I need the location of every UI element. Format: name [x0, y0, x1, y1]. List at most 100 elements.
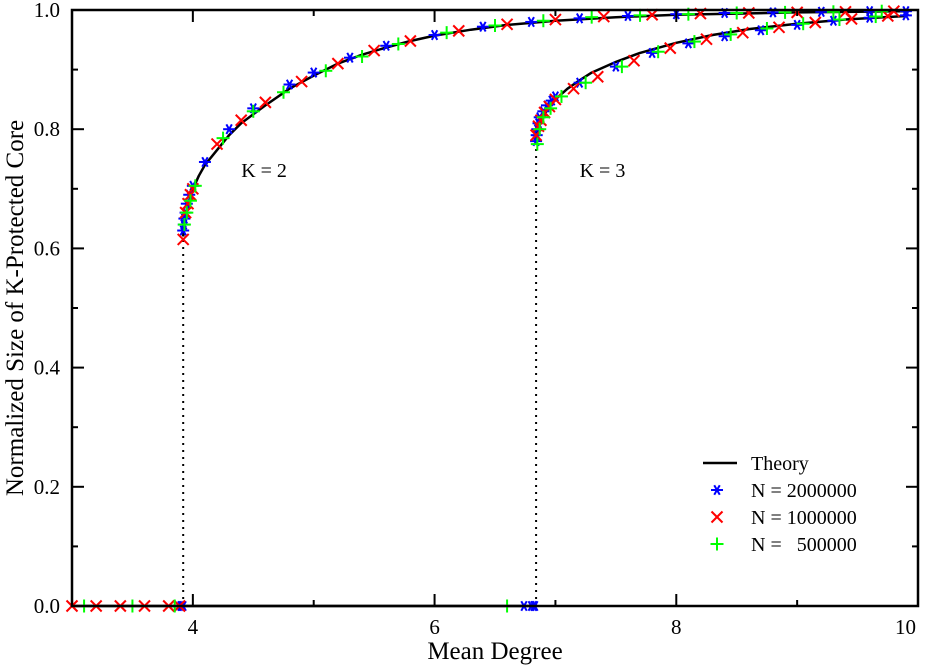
y-tick-label: 1.0: [34, 0, 60, 22]
y-axis-label: Normalized Size of K-Protected Core: [2, 120, 29, 496]
legend-label: N = 2000000: [751, 480, 857, 502]
series-3-point: [530, 137, 544, 151]
series-3-point: [687, 35, 701, 49]
series-3-point: [585, 10, 599, 24]
series-3-point: [536, 14, 550, 28]
series-1-point: [863, 12, 876, 24]
series-1-point: [718, 30, 731, 42]
legend-label: Theory: [751, 453, 809, 475]
series-1-point: [525, 16, 538, 28]
y-tick-label: 0.2: [34, 475, 60, 499]
legend-label: N = 1000000: [751, 507, 857, 529]
series-3-point: [536, 110, 550, 124]
series-2-point: [809, 16, 822, 29]
series-1-point: [899, 10, 912, 21]
legend-swatch: [710, 537, 724, 551]
series-3-point: [440, 26, 454, 40]
legend-entry-3: N = 1000000: [710, 507, 857, 529]
x-tick-label: 6: [429, 615, 440, 639]
x-tick-label: 8: [671, 615, 682, 639]
series-3-point: [277, 85, 290, 99]
series-3-point: [180, 206, 194, 220]
series-1-point: [223, 123, 236, 135]
series-2-point: [597, 10, 610, 23]
x-tick-label: 4: [188, 615, 199, 639]
series-1-point: [428, 29, 441, 41]
series-2-point: [259, 96, 272, 109]
y-tick-label: 0.4: [34, 356, 61, 380]
series-2-point: [295, 75, 308, 88]
series-3-point: [832, 13, 846, 27]
series-3-point: [724, 27, 738, 41]
series-3-point: [533, 122, 547, 136]
series-3-point: [544, 101, 558, 115]
series-3-point: [554, 89, 568, 103]
legend-entry-2: N = 2000000: [711, 480, 857, 502]
series-2-point: [500, 18, 514, 31]
legend-entry-4: N = 500000: [710, 534, 857, 556]
series-3-point: [826, 5, 840, 19]
series-3-point: [319, 64, 333, 78]
series-1-point: [343, 52, 356, 63]
legend-entry-1: Theory: [703, 453, 809, 475]
series-3-point: [796, 17, 810, 31]
series-3-point: [488, 18, 502, 32]
series-1-point: [646, 47, 659, 59]
series-3-point: [177, 218, 191, 232]
series-1-point: [827, 15, 840, 27]
legend-swatch: [710, 510, 724, 524]
series-3-point: [246, 104, 260, 118]
axis-ticks: 4 6 8 10 0.0 0.2 0.4 0.6 0.8 1.0: [34, 0, 919, 639]
series-2-point: [845, 12, 858, 26]
series-3-point: [355, 49, 369, 63]
series-2-point: [176, 233, 190, 246]
series-2-point: [452, 24, 465, 38]
series-1-point: [682, 38, 695, 49]
series-2-point: [367, 44, 381, 57]
series-1-point: [754, 24, 767, 36]
series-1-point: [791, 19, 804, 31]
y-tick-label: 0.8: [34, 117, 60, 141]
series-3-point: [760, 21, 774, 35]
series-3-point: [188, 179, 202, 193]
x-axis-label: Mean Degree: [427, 638, 562, 665]
series-3-point: [778, 5, 792, 19]
y-tick-label: 0.0: [34, 594, 60, 618]
annotation-2: K = 3: [580, 160, 626, 182]
series-3-point: [615, 60, 629, 74]
series-1-point: [307, 67, 320, 78]
y-tick-label: 0.6: [34, 236, 60, 260]
series-1-point: [621, 10, 634, 22]
series-1-point: [476, 21, 489, 32]
x-tick-label: 10: [895, 615, 916, 639]
series-2-point: [627, 54, 641, 67]
series-3-point: [216, 131, 230, 145]
plot-area: K = 2 K = 3: [65, 4, 912, 613]
series-1-point: [573, 13, 586, 24]
series-3-point: [391, 37, 405, 51]
series-2-point: [881, 9, 894, 23]
series-1-point: [198, 156, 211, 168]
legend: Theory N = 2000000 N = 1000000 N = 500000: [703, 453, 857, 556]
legend-swatch: [711, 484, 723, 496]
series-3-point: [651, 45, 665, 59]
series-2-point: [234, 114, 248, 127]
series-3-point: [730, 6, 744, 20]
series-1-point: [815, 6, 828, 18]
series-2-point: [567, 82, 580, 95]
series-2-point: [664, 41, 677, 55]
series-2-point: [772, 21, 786, 34]
series-2-point: [736, 26, 749, 39]
series-3-point: [183, 194, 197, 208]
legend-label: N = 500000: [751, 534, 857, 556]
series-1-point: [283, 79, 296, 90]
series-2-point: [331, 57, 345, 70]
series-2-point: [549, 13, 562, 26]
series-3-point: [579, 76, 593, 90]
series-2-point: [700, 32, 713, 46]
annotation-1: K = 2: [241, 160, 287, 182]
series-3-point: [869, 10, 883, 24]
series-2-point: [591, 70, 604, 83]
